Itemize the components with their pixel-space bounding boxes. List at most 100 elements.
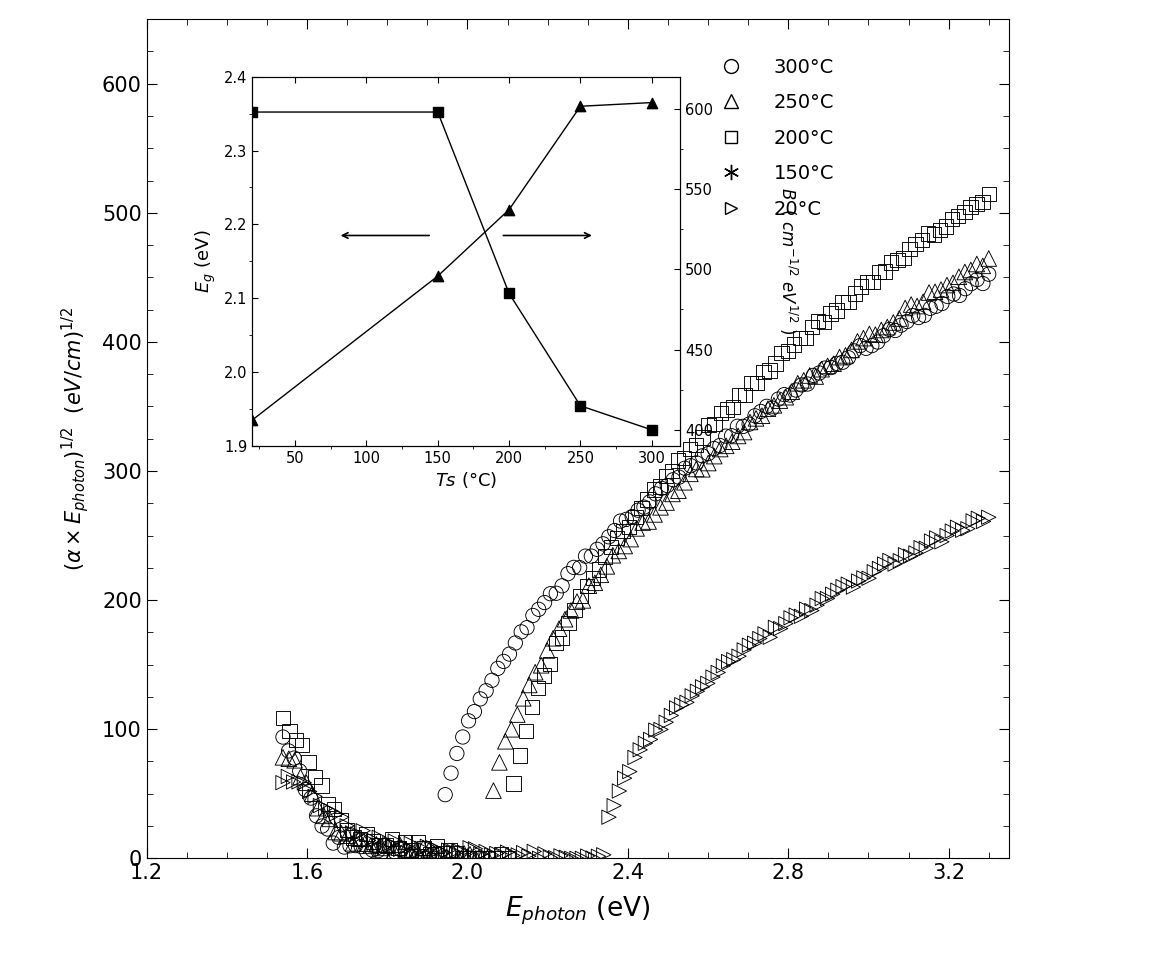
Point <box>358 844 377 859</box>
Point <box>338 828 357 843</box>
Point <box>937 219 956 234</box>
Point <box>402 842 421 857</box>
Point <box>357 827 375 842</box>
Point <box>603 548 622 563</box>
Point <box>979 509 998 525</box>
Point <box>717 438 735 454</box>
Point <box>891 553 910 569</box>
Point <box>299 755 318 770</box>
Point <box>537 643 556 658</box>
Point <box>964 513 983 528</box>
Point <box>796 330 815 345</box>
Point <box>408 844 427 859</box>
Point <box>915 308 934 323</box>
Point <box>243 412 262 428</box>
Point <box>626 509 645 525</box>
Point <box>740 414 759 430</box>
Point <box>350 830 368 846</box>
Point <box>524 849 543 864</box>
Point <box>951 522 970 537</box>
Point <box>352 839 371 854</box>
Point <box>297 816 316 831</box>
Point <box>850 338 869 353</box>
Point <box>802 593 821 608</box>
Point <box>854 566 873 581</box>
Point <box>712 656 731 671</box>
Point <box>682 458 700 474</box>
Point <box>522 699 541 714</box>
Point <box>747 410 766 426</box>
Point <box>414 840 433 855</box>
Point <box>759 401 778 416</box>
Point <box>862 338 881 353</box>
Point <box>669 453 687 468</box>
Point <box>450 845 469 860</box>
Point <box>425 851 443 866</box>
Point <box>769 391 788 407</box>
Point <box>928 526 947 541</box>
Point <box>760 363 779 378</box>
Point <box>535 667 554 683</box>
Point <box>598 794 617 809</box>
Point <box>615 770 633 785</box>
Point <box>752 404 771 419</box>
Point <box>571 99 590 114</box>
Point <box>484 783 503 798</box>
Point <box>880 322 899 338</box>
Point <box>814 587 833 602</box>
Point <box>916 534 935 550</box>
Point <box>839 294 857 310</box>
Point <box>761 630 780 645</box>
Point <box>962 263 981 278</box>
Point <box>711 438 730 454</box>
Point <box>490 755 509 770</box>
Point <box>529 680 548 695</box>
Point <box>746 409 765 424</box>
Point <box>633 515 652 530</box>
Point <box>766 356 785 371</box>
Point <box>369 830 388 845</box>
Point <box>787 607 806 622</box>
Y-axis label: $(\alpha \times E_{photon})^{1/2}$  $(eV/cm)^{1/2}$: $(\alpha \times E_{photon})^{1/2}$ $(eV/… <box>59 307 90 571</box>
Point <box>369 837 388 853</box>
Point <box>585 575 604 591</box>
Point <box>448 746 467 761</box>
Y-axis label: $B$  ( $cm^{-1/2}$ $eV^{1/2}$ ): $B$ ( $cm^{-1/2}$ $eV^{1/2}$ ) <box>778 187 799 336</box>
Point <box>421 842 440 857</box>
Point <box>402 850 421 865</box>
Point <box>396 839 415 854</box>
Point <box>520 677 538 692</box>
Point <box>461 840 480 855</box>
Point <box>393 844 412 859</box>
Point <box>908 298 927 314</box>
Point <box>467 850 486 865</box>
Point <box>595 847 613 862</box>
Point <box>301 790 320 806</box>
Point <box>586 851 605 866</box>
Point <box>541 850 560 865</box>
Point <box>819 359 838 374</box>
Point <box>500 202 518 218</box>
Point <box>445 844 463 859</box>
Point <box>294 775 313 790</box>
Point <box>734 643 753 658</box>
Point <box>792 609 811 624</box>
Point <box>361 838 380 854</box>
Point <box>961 199 979 215</box>
Point <box>491 846 510 861</box>
Point <box>979 251 998 267</box>
Point <box>405 840 423 855</box>
Point <box>933 534 951 550</box>
Point <box>524 844 543 859</box>
Point <box>279 751 298 766</box>
Point <box>937 527 956 543</box>
Point <box>860 562 879 577</box>
Point <box>569 851 588 866</box>
Point <box>427 841 446 856</box>
Point <box>508 707 527 722</box>
Point <box>635 500 653 515</box>
Point <box>860 571 879 586</box>
Point <box>303 786 321 802</box>
Point <box>577 578 596 594</box>
Point <box>632 732 651 747</box>
